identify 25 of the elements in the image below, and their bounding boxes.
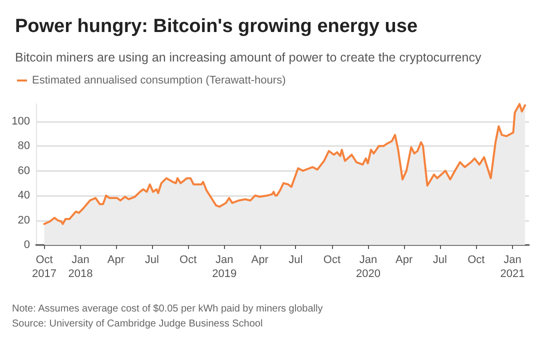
chart-subtitle: Bitcoin miners are using an increasing amount of power to create the cryptocurrency [15,50,482,64]
chart-title: Power hungry: Bitcoin's growing energy use [15,16,418,37]
y-tick-label: 0 [24,239,30,251]
x-tick-label: Apr [107,254,125,266]
text: Note: Assumes average cost of $0.05 per kWh paid by miners globally [12,304,323,314]
x-tick-label: Oct [468,254,485,266]
x-tick-label: Jul [144,254,159,266]
x-tick-label: Oct [323,254,341,266]
x-tick-label: Jan 2020 [356,254,380,280]
x-tick-label: Jan 2019 [212,254,237,280]
y-tick-label: 80 [18,140,30,152]
x-tick-label: Jan 2018 [68,254,93,280]
y-tick-label: 40 [18,190,30,202]
x-tick-label: Jul [432,254,447,266]
y-tick-label: 100 [12,115,30,128]
y-tick-label: 60 [18,164,30,177]
x-tick-label: Apr [396,254,413,266]
x-tick-label: Jul [288,254,303,266]
x-tick-label: Jan 2021 [500,254,525,280]
y-tick-label: 20 [18,214,30,226]
legend-label: Estimated annualised consumption (Terawatt-hours) [32,74,286,86]
x-tick-label: Oct [180,254,197,266]
source-note: Source: University of Cambridge Judge Business School [12,318,263,330]
x-tick-label: Apr [251,254,269,266]
x-tick-label: Oct 2017 [32,254,57,280]
